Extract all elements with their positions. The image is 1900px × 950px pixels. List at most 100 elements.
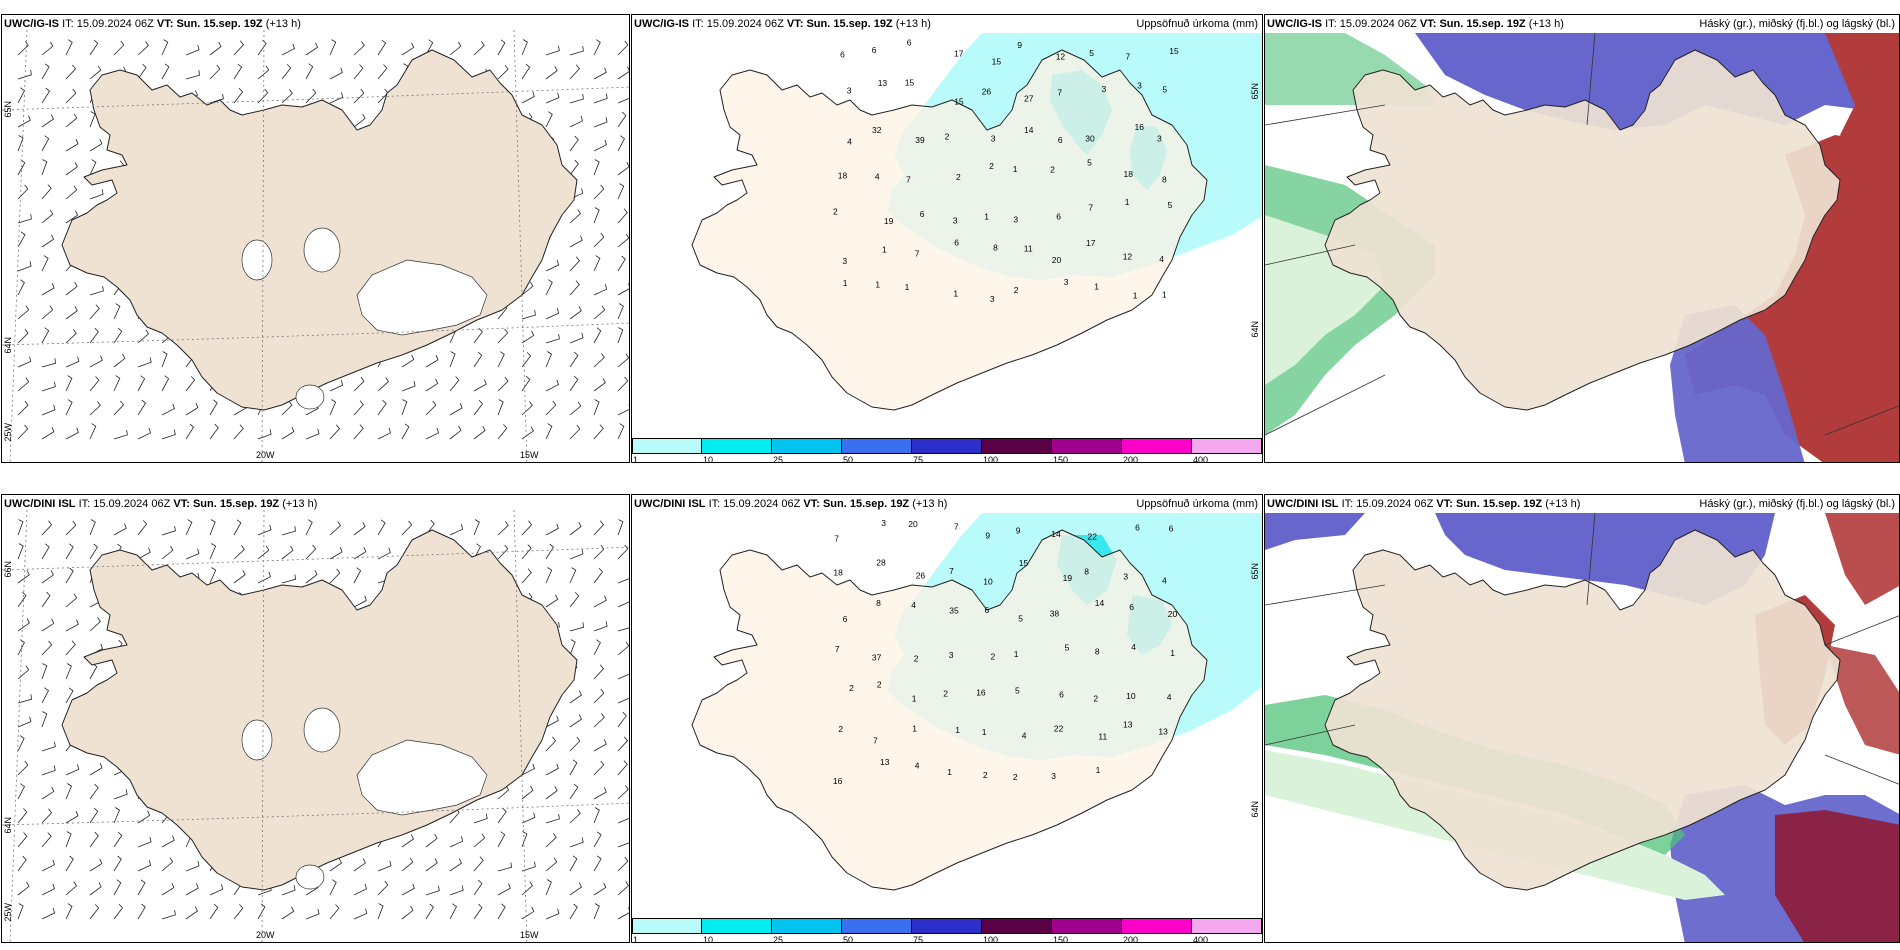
wind-barb: [161, 63, 170, 80]
wind-barb: [521, 375, 531, 392]
wind-barb: [137, 63, 147, 80]
wind-barb: [425, 39, 434, 56]
precip-value-label: 4: [847, 137, 852, 147]
wind-barb: [17, 328, 29, 344]
wind-barb: [497, 328, 509, 344]
wind-barb: [377, 39, 387, 56]
precip-value-label: 15: [1019, 558, 1029, 568]
wind-barb: [41, 327, 50, 344]
precip-value-label: 5: [1168, 200, 1173, 210]
wind-barb: [89, 543, 98, 560]
wind-barb: [473, 903, 483, 920]
wind-barb: [497, 544, 509, 560]
wind-barb: [617, 760, 628, 776]
wind-barb: [449, 403, 463, 416]
precip-value-label: 2: [914, 653, 919, 663]
precip-value-label: 8: [1162, 175, 1167, 185]
wind-barb: [65, 88, 77, 104]
wind-barb: [545, 45, 560, 56]
wind-barb: [569, 135, 579, 152]
precip-value-label: 5: [1089, 48, 1094, 58]
wind-barb: [569, 424, 581, 440]
wind-barb: [209, 567, 217, 584]
wind-barb: [65, 139, 79, 152]
wind-barb: [473, 833, 486, 848]
precip-value-label: 6: [1135, 523, 1140, 533]
precip-value-label: 5: [1018, 613, 1023, 623]
precip-value-label: 4: [911, 600, 916, 610]
wind-barb: [353, 424, 364, 440]
wind-barb: [137, 837, 152, 848]
wind-barb: [521, 330, 535, 344]
wind-barb: [17, 41, 29, 56]
wind-barb: [233, 88, 244, 104]
wind-barb: [17, 184, 29, 200]
precip-value-label: 1: [955, 725, 960, 735]
wind-barb: [545, 111, 553, 128]
colorbar-swatch: [1192, 918, 1262, 934]
colorbar-tick-label: 150: [1053, 935, 1069, 943]
wind-barb: [569, 375, 579, 392]
wind-barb: [569, 280, 580, 296]
wind-barb: [401, 423, 410, 440]
wind-barb: [281, 400, 293, 416]
wind-barb: [449, 885, 464, 896]
wind-barb: [161, 882, 175, 896]
precip-value-label: 17: [1086, 238, 1096, 248]
precip-value-label: 4: [1167, 692, 1172, 702]
lat-label-bottom: 64N: [1250, 321, 1260, 338]
wind-barb: [161, 909, 176, 920]
wind-barb: [113, 855, 122, 872]
precip-value-label: 2: [991, 652, 996, 662]
wind-barb: [305, 428, 320, 440]
wind-barb: [89, 111, 96, 128]
wind-barb: [569, 736, 581, 752]
wind-barb: [65, 185, 78, 200]
precip-value-label: 1: [912, 694, 917, 704]
wind-barb: [65, 619, 79, 632]
wind-barb: [17, 261, 32, 272]
precip-value-label: 6: [1129, 602, 1134, 612]
wind-barb: [569, 209, 582, 224]
wind-barb: [137, 520, 148, 536]
colorbar-swatch: [912, 438, 982, 454]
wind-barb: [65, 831, 72, 848]
wind-barb: [593, 544, 605, 560]
precip-value-label: 7: [1088, 203, 1093, 213]
wind-barb: [41, 663, 48, 680]
wind-barb: [305, 42, 319, 56]
precip-value-label: 18: [1124, 169, 1134, 179]
precip-value-label: 1: [982, 727, 987, 737]
precip-value-label: 1: [953, 289, 958, 299]
wind-barb: [617, 711, 627, 728]
wind-barb: [65, 162, 78, 176]
wind-barb: [377, 64, 388, 80]
wind-barb: [257, 524, 272, 536]
wind-barb: [593, 621, 608, 632]
precip-value-label: 26: [982, 87, 992, 97]
wind-barb: [473, 879, 483, 896]
wind-barb: [593, 184, 605, 200]
wind-barb: [545, 813, 560, 824]
wind-barb: [617, 66, 629, 80]
wind-barb: [185, 519, 193, 536]
precip-value-label: 1: [1013, 164, 1018, 174]
wind-barb: [257, 903, 266, 920]
wind-barb: [65, 543, 74, 560]
wind-barb: [521, 281, 534, 296]
wind-barb: [497, 785, 510, 800]
wind-barb: [617, 327, 624, 344]
wind-barb: [521, 763, 535, 776]
wind-barb: [497, 521, 509, 536]
wind-barb: [569, 332, 584, 344]
wind-barb: [569, 855, 578, 872]
colorbar-swatch: [1052, 918, 1122, 934]
wind-barb: [113, 353, 126, 368]
wind-barb: [113, 303, 121, 320]
wind-barb: [17, 735, 25, 752]
wind-barb: [281, 64, 292, 80]
wind-barb: [569, 882, 583, 896]
wind-barb: [281, 574, 296, 584]
wind-barb: [521, 352, 532, 368]
wind-barb: [353, 858, 366, 872]
